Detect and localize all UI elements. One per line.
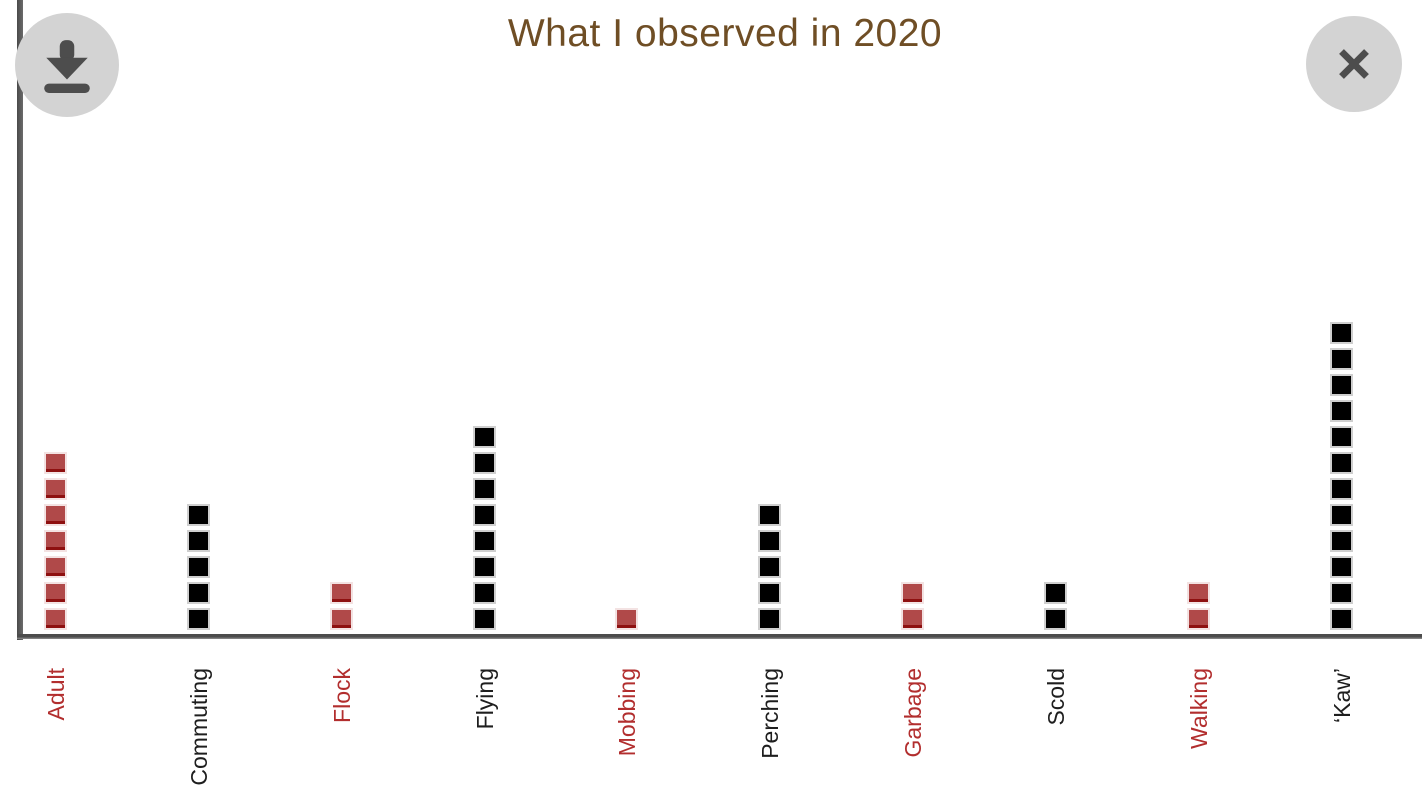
unit-square (186, 608, 210, 630)
unit-square (1186, 608, 1210, 630)
x-axis-label-kaw: ‘Kaw’ (1328, 668, 1355, 723)
unit-square (44, 504, 67, 526)
bar-column-perching (758, 500, 782, 630)
unit-square (1329, 582, 1353, 604)
download-button[interactable] (15, 13, 119, 117)
unit-square (1329, 426, 1353, 448)
unit-square (472, 452, 496, 474)
unit-square (1329, 374, 1353, 396)
close-button[interactable] (1306, 16, 1402, 112)
x-axis-label-commuting: Commuting (185, 668, 212, 786)
unit-square (1329, 556, 1353, 578)
bar-column-garbage (901, 578, 925, 630)
unit-square (44, 530, 67, 552)
bar-column-kaw (1329, 318, 1353, 630)
unit-square (901, 582, 925, 604)
bar-column-scold (1043, 578, 1067, 630)
unit-square (329, 608, 353, 630)
unit-square (44, 582, 67, 604)
unit-square (901, 608, 925, 630)
unit-square (1329, 348, 1353, 370)
x-axis-label-adult: Adult (43, 668, 69, 721)
unit-square (758, 530, 782, 552)
unit-square (329, 582, 353, 604)
unit-square (472, 426, 496, 448)
unit-square (1329, 530, 1353, 552)
unit-square (472, 504, 496, 526)
unit-square (44, 608, 67, 630)
unit-square (472, 530, 496, 552)
unit-square (472, 608, 496, 630)
unit-square (44, 452, 67, 474)
unit-square (472, 582, 496, 604)
x-axis-label-flock: Flock (328, 668, 355, 723)
unit-square (186, 504, 210, 526)
unit-square (1329, 400, 1353, 422)
unit-square (1186, 582, 1210, 604)
unit-square (186, 530, 210, 552)
x-axis-label-garbage: Garbage (900, 668, 927, 758)
unit-square (1043, 582, 1067, 604)
close-icon (1329, 39, 1379, 89)
bar-column-flock (329, 578, 353, 630)
unit-square (758, 608, 782, 630)
bar-column-walking (1186, 578, 1210, 630)
x-axis-line (17, 634, 1422, 639)
unit-square (44, 556, 67, 578)
unit-square (44, 478, 67, 500)
x-axis-label-perching: Perching (757, 668, 784, 759)
unit-square (758, 504, 782, 526)
unit-square (1329, 478, 1353, 500)
download-icon (38, 36, 96, 94)
unit-square (1329, 504, 1353, 526)
x-axis-label-walking: Walking (1185, 668, 1212, 749)
unit-square (186, 582, 210, 604)
bar-column-adult (44, 448, 67, 630)
unit-square (615, 608, 639, 630)
unit-square (472, 556, 496, 578)
unit-square (758, 556, 782, 578)
x-axis-label-mobbing: Mobbing (614, 668, 641, 757)
unit-square (758, 582, 782, 604)
bar-column-mobbing (615, 604, 639, 630)
chart-title: What I observed in 2020 (507, 12, 943, 55)
unit-square (472, 478, 496, 500)
unit-square (186, 556, 210, 578)
unit-square (1329, 322, 1353, 344)
x-axis-label-scold: Scold (1042, 668, 1069, 726)
unit-square (1329, 452, 1353, 474)
unit-square (1329, 608, 1353, 630)
x-axis-label-flying: Flying (471, 668, 498, 730)
unit-square (1043, 608, 1067, 630)
y-axis-line (17, 0, 23, 640)
bar-column-commuting (186, 500, 210, 630)
bar-column-flying (472, 422, 496, 630)
